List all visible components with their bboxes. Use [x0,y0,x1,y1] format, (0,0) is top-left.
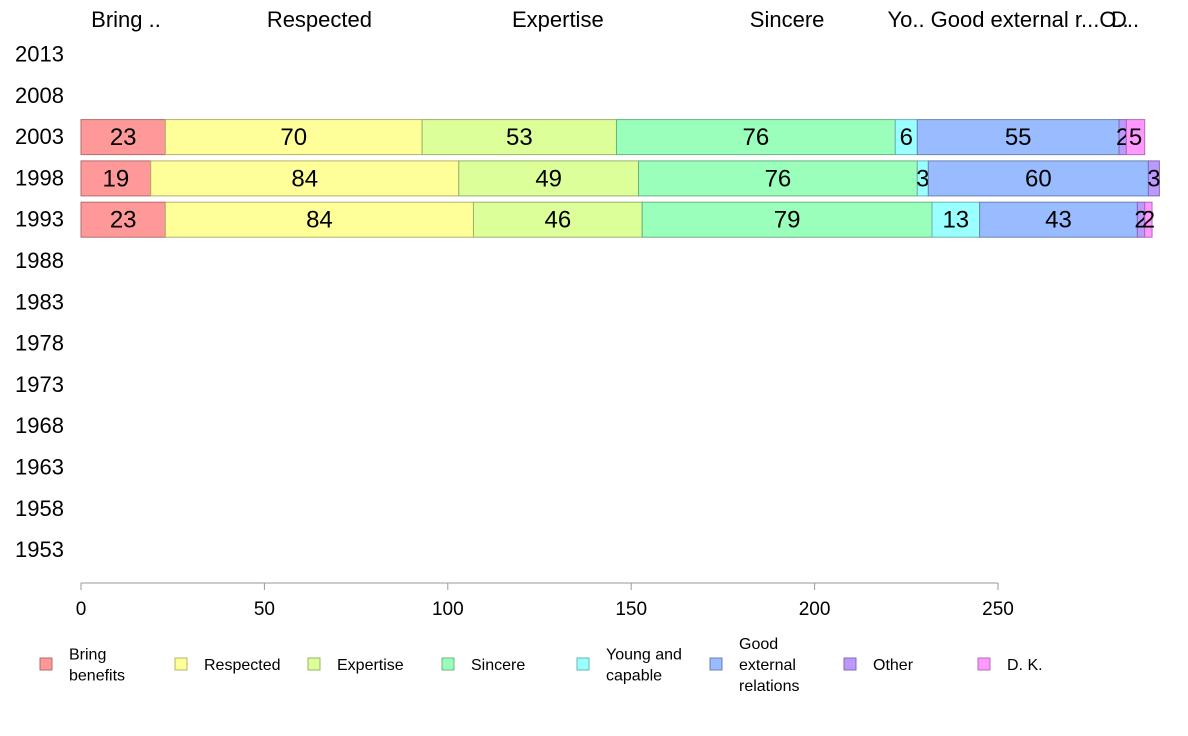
bar-segment [641,201,933,238]
category-axis-labels: 2013 2008 2003 1998 1993 1988 1983 1978 1973 1968… [15,42,64,563]
data-label: 3 [916,165,929,192]
bar-segment [80,119,166,156]
data-label: 6 [900,124,913,151]
legend: Bring benefits Respected Expertise Sincere Yo… [39,636,1043,695]
data-label: 53 [506,124,533,151]
legend-label: external [739,657,796,674]
legend-swatch [441,657,455,671]
data-label: 46 [544,207,571,234]
bar-segment [80,201,166,238]
x-tick-label: 0 [76,599,87,620]
data-label: 76 [743,124,770,151]
series-header-label: Yo.. [887,7,924,32]
legend-label: capable [606,668,662,685]
x-tick-label: 50 [254,599,275,620]
series-header-label: D.. [1111,7,1139,32]
category-label: 2003 [15,124,64,149]
category-label: 1963 [15,455,64,480]
x-axis: 0 50 100 150 200 250 [76,582,1014,620]
bar-segment [616,119,896,156]
series-header-label: Bring .. [91,7,161,32]
data-label: 43 [1045,207,1072,234]
bar-segment [80,160,152,197]
legend-label: D. K. [1007,657,1043,674]
data-label: 3 [1147,165,1160,192]
bar-segment [164,201,474,238]
data-label: 49 [535,165,562,192]
category-label: 1968 [15,413,64,438]
legend-swatch [576,657,590,671]
legend-label: relations [739,678,799,695]
data-label: 79 [774,207,801,234]
legend-swatch [307,657,321,671]
bar-segment [458,160,640,197]
category-label: 1983 [15,289,64,314]
data-label: 70 [280,124,307,151]
legend-swatch [39,657,53,671]
category-label: 1993 [15,207,64,232]
data-label: 23 [110,207,137,234]
category-label: 1978 [15,331,64,356]
data-label: 2 [1142,207,1155,234]
category-label: 1973 [15,372,64,397]
legend-label: Bring [69,647,106,664]
bar-segment [916,119,1120,156]
series-header-labels: Bring .. Respected Expertise Sincere Yo.. Goo… [91,7,1139,32]
data-label: 84 [306,207,333,234]
legend-label: Other [873,657,914,674]
data-label: 23 [110,124,137,151]
legend-label: Good [739,636,778,653]
category-label: 1988 [15,248,64,273]
data-label: 60 [1025,165,1052,192]
category-label: 2008 [15,83,64,108]
bar-segment [164,119,423,156]
data-label: 19 [102,165,129,192]
series-header-label: Expertise [512,7,604,32]
legend-label: Respected [204,657,281,674]
bars: 23 70 53 76 6 55 2 519 84 49 76 3 60 323 84 46 79 13 43 22 [80,119,1161,238]
legend-swatch [843,657,857,671]
x-tick-label: 150 [615,599,647,620]
bar-segment [1125,119,1146,156]
data-label: 5 [1129,124,1142,151]
legend-swatch [709,657,723,671]
bar-segment [931,201,981,238]
bar-segment [927,160,1149,197]
category-label: 1953 [15,537,64,562]
legend-label: Expertise [337,657,404,674]
series-header-label: O.. [1099,7,1128,32]
data-label: 55 [1005,124,1032,151]
bar-segment [472,201,643,238]
series-header-label: Respected [267,7,372,32]
bar-segment [1147,160,1160,197]
category-label: 1958 [15,496,64,521]
bar-segment [150,160,460,197]
series-header-label: Sincere [750,7,825,32]
data-label: 84 [291,165,318,192]
data-label: 13 [942,207,969,234]
legend-label: benefits [69,668,125,685]
bar-segment [421,119,618,156]
x-tick-label: 250 [982,599,1014,620]
legend-label: Young and [606,647,682,664]
data-label: 76 [765,165,792,192]
series-header-label: Good external r... [931,7,1100,32]
category-label: 2013 [15,42,64,67]
legend-swatch [174,657,188,671]
legend-label: Sincere [471,657,525,674]
x-tick-label: 200 [799,599,831,620]
category-label: 1998 [15,165,64,190]
legend-swatch [977,657,991,671]
x-tick-label: 100 [432,599,464,620]
bar-segment [1144,201,1153,238]
